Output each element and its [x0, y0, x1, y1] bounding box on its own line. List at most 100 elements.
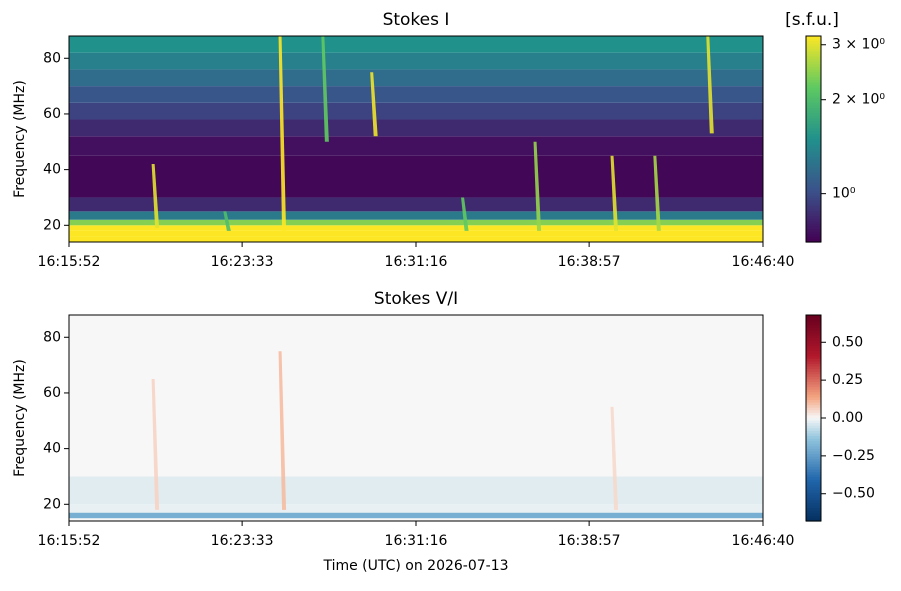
colorbar-swatch: [806, 338, 821, 342]
colorbar-swatch: [806, 69, 821, 73]
colorbar-swatch: [806, 157, 821, 161]
colorbar-swatch: [806, 72, 821, 76]
colorbar-swatch: [806, 185, 821, 189]
radio-burst: [278, 351, 287, 510]
colorbar-swatch: [806, 115, 821, 119]
spectrum-band: [69, 102, 763, 120]
colorbar-swatch: [806, 198, 821, 202]
colorbar-swatch: [806, 479, 821, 483]
colorbar-swatch: [806, 502, 821, 507]
plot-title: Stokes I: [383, 10, 450, 30]
colorbar-swatch: [806, 374, 821, 378]
radio-burst: [610, 406, 619, 510]
radio-burst: [461, 197, 469, 231]
colorbar-swatch: [806, 448, 821, 453]
colorbar-tick-label: 3 × 10⁰: [832, 37, 885, 53]
colorbar-swatch: [806, 513, 821, 517]
spectrum-band: [69, 518, 763, 521]
colorbar-swatch: [806, 154, 821, 158]
colorbar-swatch: [806, 456, 821, 460]
colorbar-swatch: [806, 333, 821, 337]
colorbar-swatch: [806, 405, 821, 409]
spectrum-band: [69, 155, 763, 198]
colorbar-swatch: [806, 141, 821, 145]
x-tick-label: 16:46:40: [732, 254, 795, 270]
colorbar-swatch: [806, 223, 821, 228]
colorbar-swatch: [806, 410, 821, 414]
colorbar-swatch: [806, 484, 821, 489]
colorbar-swatch: [806, 133, 821, 138]
colorbar-swatch: [806, 389, 821, 393]
colorbar-swatch: [806, 402, 821, 406]
colorbar-swatch: [806, 490, 821, 494]
colorbar-swatch: [806, 425, 821, 429]
colorbar-swatch: [806, 213, 821, 217]
colorbar-swatch: [806, 139, 821, 143]
colorbar-swatch: [806, 231, 821, 235]
colorbar-swatch: [806, 169, 821, 174]
colorbar-swatch: [806, 322, 821, 326]
colorbar-swatch: [806, 369, 821, 373]
colorbar-swatch: [806, 43, 821, 47]
colorbar-swatch: [806, 79, 821, 83]
colorbar-swatch: [806, 381, 821, 386]
spectrum-band: [69, 197, 763, 212]
colorbar-swatch: [806, 487, 821, 491]
spectrum-band: [69, 230, 763, 237]
colorbar-swatch: [806, 451, 821, 455]
colorbar-swatch: [806, 353, 821, 357]
spectrum-band: [69, 36, 763, 53]
colorbar-swatch: [806, 441, 821, 445]
colorbar-swatch: [806, 477, 821, 481]
colorbar-swatch: [806, 351, 821, 355]
colorbar-swatch: [806, 172, 821, 176]
colorbar-swatch: [806, 317, 821, 321]
plot-title: Stokes V/I: [374, 289, 458, 309]
colorbar-swatch: [806, 195, 821, 199]
colorbar-swatch: [806, 74, 821, 78]
colorbar-swatch: [806, 221, 821, 225]
colorbar-swatch: [806, 51, 821, 55]
colorbar-swatch: [806, 345, 821, 350]
colorbar-swatch: [806, 415, 821, 419]
colorbar-swatch: [806, 110, 821, 114]
y-tick-label: 60: [43, 106, 61, 122]
colorbar-swatch: [806, 151, 821, 156]
y-tick-label: 40: [43, 162, 61, 178]
x-tick-label: 16:31:16: [385, 533, 448, 549]
radio-burst: [533, 141, 542, 231]
spectrum-band: [69, 86, 763, 103]
colorbar-swatch: [806, 433, 821, 437]
y-tick-label: 20: [43, 496, 61, 512]
colorbar-swatch: [806, 466, 821, 471]
colorbar-swatch: [806, 428, 821, 432]
colorbar-swatch: [806, 46, 821, 50]
colorbar-swatch: [806, 340, 821, 344]
colorbar-swatch: [806, 95, 821, 99]
colorbar-tick-label: 2 × 10⁰: [832, 92, 885, 108]
colorbar-swatch: [806, 397, 821, 401]
colorbar-swatch: [806, 90, 821, 94]
radio-burst: [706, 36, 714, 134]
colorbar-swatch: [806, 474, 821, 478]
x-tick-label: 16:38:57: [558, 533, 621, 549]
colorbar-swatch: [806, 492, 821, 496]
colorbar-swatch: [806, 146, 821, 150]
x-tick-label: 16:15:52: [38, 254, 101, 270]
colorbar-tick-label: 0.00: [832, 410, 863, 426]
colorbar-swatch: [806, 159, 821, 163]
colorbar-swatch: [806, 399, 821, 404]
colorbar-label: [s.f.u.]: [785, 10, 839, 30]
colorbar-swatch: [806, 167, 821, 171]
colorbar-swatch: [806, 205, 821, 210]
x-axis-label: Time (UTC) on 2026-07-13: [322, 558, 508, 574]
spectrum-band: [69, 69, 763, 87]
colorbar-swatch: [806, 236, 821, 241]
colorbar-swatch: [806, 105, 821, 109]
colorbar-swatch: [806, 510, 821, 514]
x-tick-label: 16:38:57: [558, 254, 621, 270]
colorbar-swatch: [806, 193, 821, 197]
colorbar-swatch: [806, 113, 821, 117]
colorbar-tick-label: 0.50: [832, 334, 863, 350]
